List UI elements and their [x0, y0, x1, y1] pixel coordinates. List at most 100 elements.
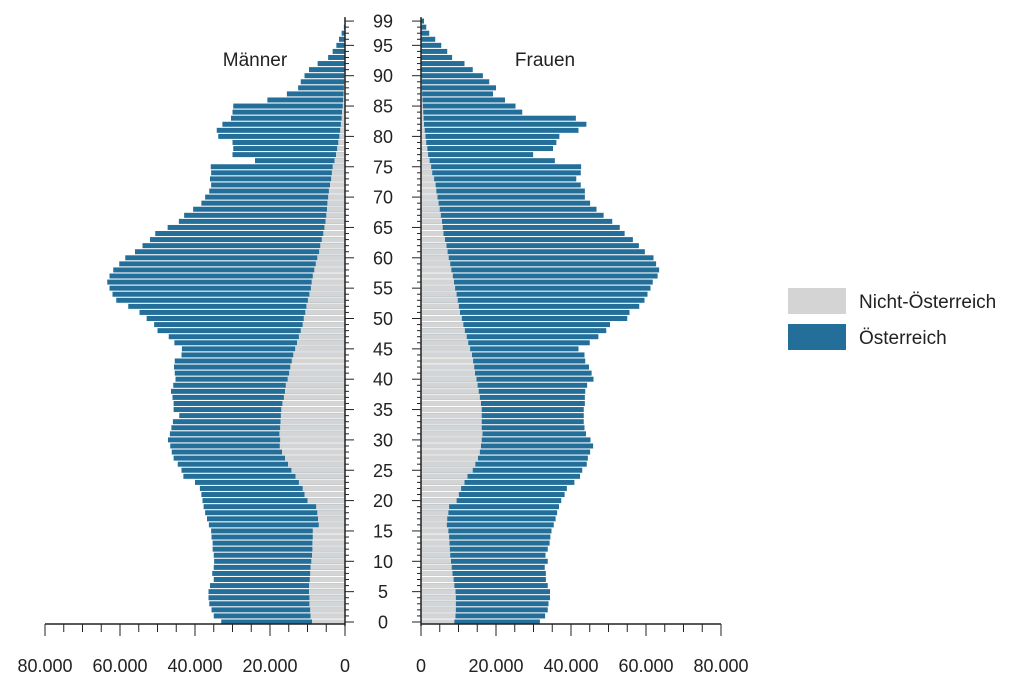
bar-women-austria: [421, 231, 625, 237]
bar-women-non-austria: [421, 394, 480, 400]
bar-women-non-austria: [421, 279, 454, 285]
bar-men-non-austria: [283, 394, 345, 400]
age-tick-label: 55: [373, 279, 393, 299]
bar-men-non-austria: [310, 607, 345, 613]
bar-men-austria: [201, 492, 345, 498]
bar-men-non-austria: [312, 273, 345, 279]
bar-women-non-austria: [421, 388, 479, 394]
bar-men-austria: [109, 273, 345, 279]
bar-men-austria: [195, 479, 345, 485]
bar-men-austria: [116, 297, 345, 303]
bar-men-non-austria: [305, 309, 345, 315]
bar-men-austria: [210, 583, 345, 589]
bar-women-austria: [421, 485, 567, 491]
bar-men-non-austria: [340, 121, 345, 127]
bar-women-austria: [421, 340, 590, 346]
bar-men-non-austria: [287, 376, 345, 382]
bar-men-austria: [181, 467, 345, 473]
bar-men-austria: [150, 237, 345, 243]
bar-women-austria: [421, 358, 586, 364]
bar-women-non-austria: [421, 218, 442, 224]
x-tick-label-men: 40.000: [167, 656, 222, 676]
bar-men-non-austria: [282, 449, 345, 455]
bar-women-austria: [421, 279, 653, 285]
bar-men-non-austria: [311, 279, 345, 285]
bar-women-non-austria: [421, 188, 437, 194]
bar-men-austria: [184, 212, 345, 218]
bar-men-austria: [177, 461, 345, 467]
bar-men-non-austria: [302, 485, 345, 491]
x-axis-men: 80.000 60.000 40.000 20.000 0: [17, 623, 350, 676]
bar-men-non-austria: [280, 413, 345, 419]
bar-men-non-austria: [312, 540, 345, 546]
bar-men-austria: [139, 309, 345, 315]
bar-women-austria: [421, 139, 557, 145]
bar-men-austria: [221, 619, 345, 625]
bar-women-austria: [421, 449, 591, 455]
bar-women-austria: [421, 42, 442, 48]
bar-women-austria: [421, 212, 604, 218]
bar-men-austria: [255, 158, 345, 164]
bar-women-austria: [421, 376, 594, 382]
bar-women-non-austria: [421, 546, 450, 552]
bar-men-austria: [125, 255, 345, 261]
bar-women-non-austria: [421, 413, 482, 419]
x-tick-label-men: 60.000: [92, 656, 147, 676]
bar-women-austria: [421, 73, 483, 79]
bar-women-austria: [421, 291, 648, 297]
bar-women-non-austria: [421, 249, 448, 255]
bar-women-austria: [421, 352, 585, 358]
bar-men-non-austria: [291, 358, 345, 364]
bar-women-non-austria: [421, 109, 424, 115]
bar-women-austria: [421, 607, 548, 613]
bar-women-austria: [421, 322, 610, 328]
bar-men-austria: [208, 595, 345, 601]
bar-women-non-austria: [421, 309, 460, 315]
bar-men-austria: [298, 85, 345, 91]
bar-women-non-austria: [421, 206, 440, 212]
women-bars: [421, 18, 660, 625]
bar-women-austria: [421, 261, 657, 267]
x-tick-label-women: 0: [416, 656, 426, 676]
bar-women-austria: [421, 479, 575, 485]
bar-women-non-austria: [421, 170, 433, 176]
x-tick-label-men: 80.000: [17, 656, 72, 676]
age-tick-label: 35: [373, 400, 393, 420]
bar-women-austria: [421, 394, 585, 400]
bar-men-non-austria: [304, 492, 345, 498]
bar-men-austria: [174, 358, 345, 364]
bar-women-austria: [421, 224, 620, 230]
bar-women-austria: [421, 558, 548, 564]
x-tick-label-women: 20.000: [468, 656, 523, 676]
bar-women-austria: [421, 170, 581, 176]
bar-women-non-austria: [421, 400, 481, 406]
bar-women-non-austria: [421, 261, 451, 267]
bar-women-austria: [421, 200, 591, 206]
bar-men-non-austria: [309, 589, 345, 595]
bar-men-austria: [304, 73, 345, 79]
bar-men-austria: [233, 103, 345, 109]
legend-swatch-austria: [788, 324, 846, 350]
x-axis-women: 0 20.000 40.000 60.000 80.000: [416, 623, 749, 676]
bar-men-austria: [213, 613, 345, 619]
bar-men-austria: [168, 334, 345, 340]
bar-women-austria: [421, 407, 584, 413]
bar-men-non-austria: [289, 370, 345, 376]
bar-women-non-austria: [421, 613, 456, 619]
age-tick-label: 65: [373, 218, 393, 238]
bar-men-non-austria: [282, 400, 345, 406]
bar-men-non-austria: [295, 473, 345, 479]
bar-men-austria: [212, 540, 345, 546]
bar-men-austria: [207, 516, 345, 522]
bar-men-non-austria: [310, 613, 345, 619]
bar-men-non-austria: [338, 139, 345, 145]
bar-men-non-austria: [285, 388, 345, 394]
bar-men-austria: [169, 431, 345, 437]
bar-women-non-austria: [421, 103, 423, 109]
age-tick-label: 50: [373, 309, 393, 329]
bar-women-non-austria: [421, 291, 457, 297]
bar-men-non-austria: [317, 510, 345, 516]
bar-women-austria: [421, 364, 589, 370]
bar-men-austria: [232, 139, 345, 145]
